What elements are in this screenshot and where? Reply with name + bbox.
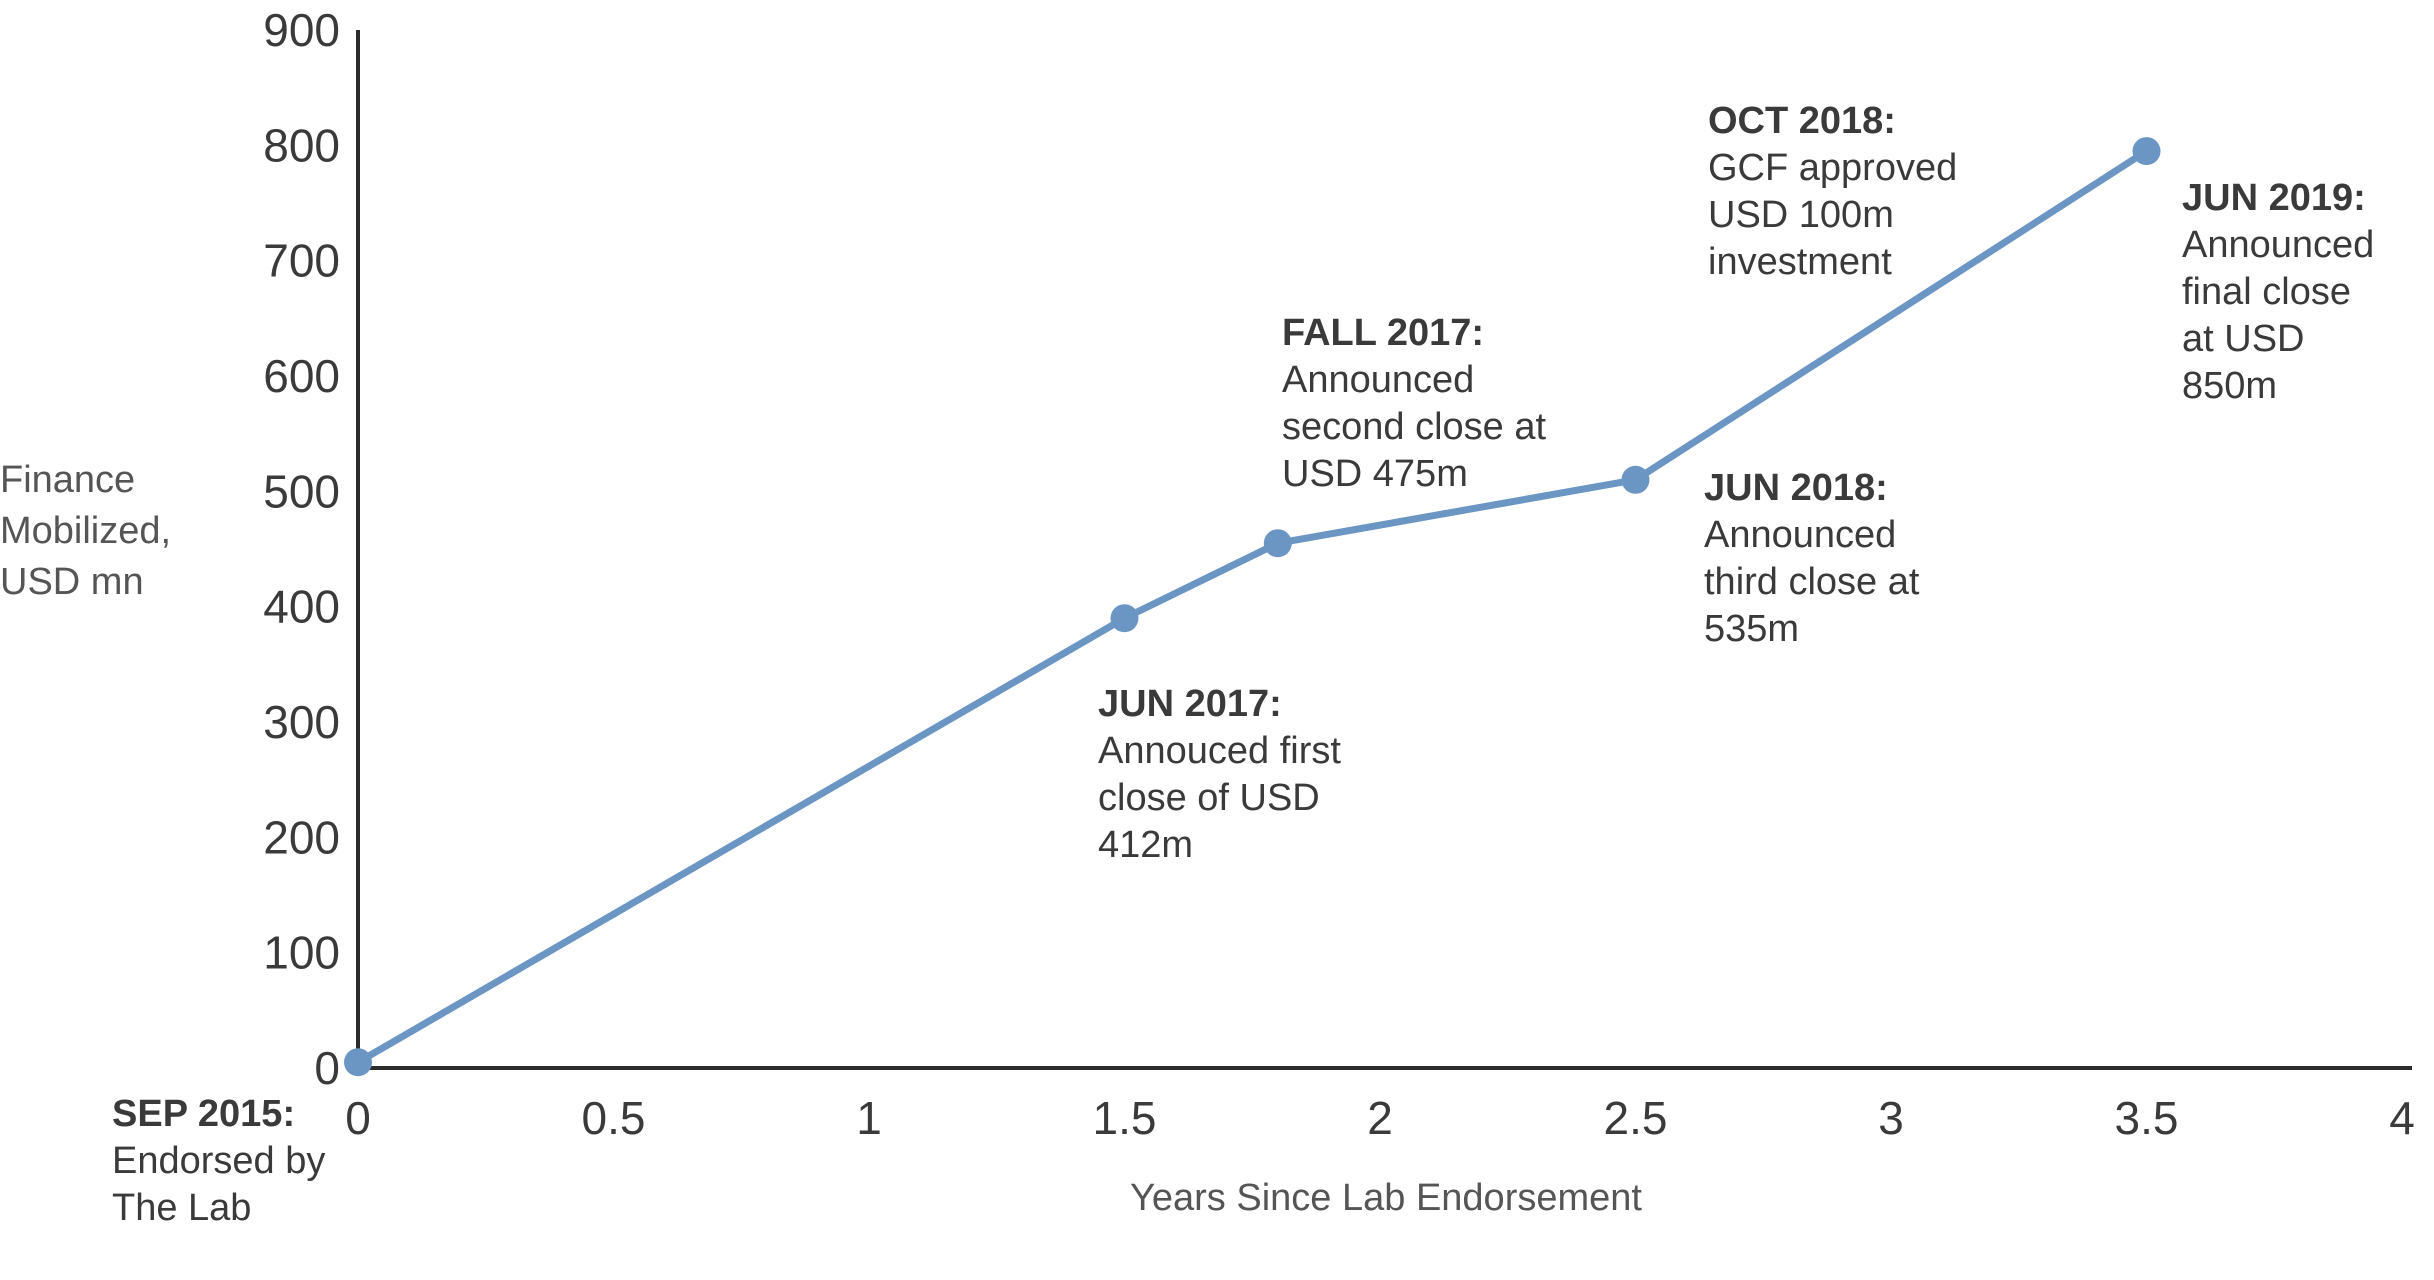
- y-tick-label: 500: [263, 465, 340, 517]
- annotation-line: GCF approved: [1708, 147, 1957, 189]
- annotation-line: 535m: [1704, 608, 1799, 650]
- annotation-line: USD 100m: [1708, 194, 1894, 236]
- y-axis-title: Finance Mobilized, USD mn: [0, 459, 171, 603]
- y-tick-label: 600: [263, 350, 340, 402]
- annotation-line: final close: [2182, 271, 2351, 313]
- annotation: SEP 2015: Endorsed by The Lab: [112, 1093, 325, 1229]
- annotation-line: Announced: [1282, 359, 1474, 401]
- x-axis-title: Years Since Lab Endorsement: [1130, 1177, 1642, 1219]
- annotation-line: investment: [1708, 241, 1892, 283]
- annotation-line: second close at: [1282, 406, 1546, 448]
- annotation-line: Endorsed by: [112, 1140, 325, 1182]
- y-tick-label: 800: [263, 119, 340, 171]
- axis-titles: Years Since Lab Endorsement Finance Mobil…: [0, 459, 1642, 1219]
- annotation-head: FALL 2017:: [1282, 312, 1484, 354]
- annotation: JUN 2018: Announced third close at 535m: [1704, 467, 1920, 650]
- y-axis-title-line: Mobilized,: [0, 510, 171, 552]
- y-tick-label: 300: [263, 696, 340, 748]
- x-tick-label: 3.5: [2115, 1092, 2179, 1144]
- annotation-line: 412m: [1098, 824, 1193, 866]
- x-tick-label: 3: [1878, 1092, 1904, 1144]
- data-point: [1263, 529, 1292, 558]
- annotation-head: SEP 2015:: [112, 1093, 295, 1135]
- y-tick-label: 400: [263, 581, 340, 633]
- y-axis-title-line: USD mn: [0, 561, 144, 603]
- y-tick-label: 700: [263, 235, 340, 287]
- y-axis-title-line: Finance: [0, 459, 135, 501]
- data-point: [1621, 465, 1650, 494]
- annotation-head: JUN 2019:: [2182, 177, 2366, 219]
- y-tick-label: 0: [314, 1042, 340, 1094]
- x-tick-label: 2.5: [1604, 1092, 1668, 1144]
- x-tick-label: 1: [856, 1092, 882, 1144]
- y-tick-label: 200: [263, 811, 340, 863]
- x-tick-label: 1.5: [1093, 1092, 1157, 1144]
- axes: [356, 30, 2412, 1070]
- data-point: [2132, 137, 2161, 166]
- y-tick-label: 100: [263, 927, 340, 979]
- annotation: JUN 2019: Announced final close at USD 850m: [2182, 177, 2374, 407]
- annotation-line: close of USD: [1098, 777, 1320, 819]
- annotation: JUN 2017: Annouced first close of USD 412m: [1098, 683, 1341, 866]
- y-tick-label: 900: [263, 4, 340, 56]
- annotation-line: Announced: [1704, 514, 1896, 556]
- annotation-line: Announced: [2182, 224, 2374, 266]
- annotation-line: 850m: [2182, 365, 2277, 407]
- data-point: [1110, 604, 1139, 633]
- x-tick-label: 4: [2389, 1092, 2415, 1144]
- x-tick-label: 2: [1367, 1092, 1393, 1144]
- x-tick-label: 0: [345, 1092, 371, 1144]
- annotation: OCT 2018: GCF approved USD 100m investment: [1708, 100, 1957, 283]
- annotations: SEP 2015: Endorsed by The Lab JUN 2017: Anno…: [112, 100, 2374, 1229]
- annotation-head: JUN 2018:: [1704, 467, 1888, 509]
- annotation: FALL 2017: Announced second close at USD 47…: [1282, 312, 1546, 495]
- x-tick-label: 0.5: [582, 1092, 646, 1144]
- annotation-line: at USD: [2182, 318, 2304, 360]
- series-line: [356, 148, 2149, 1066]
- annotation-head: OCT 2018:: [1708, 100, 1896, 142]
- tick-labels: 0 0.5 1 1.5 2 2.5 3 3.5 4 0 100 200 300 400 500 600 700 8…: [263, 4, 2415, 1144]
- annotation-line: Annouced first: [1098, 730, 1341, 772]
- annotation-line: The Lab: [112, 1187, 251, 1229]
- data-point: [344, 1048, 372, 1077]
- series: [344, 137, 2161, 1077]
- annotation-line: third close at: [1704, 561, 1920, 603]
- annotation-head: JUN 2017:: [1098, 683, 1282, 725]
- annotation-line: USD 475m: [1282, 453, 1468, 495]
